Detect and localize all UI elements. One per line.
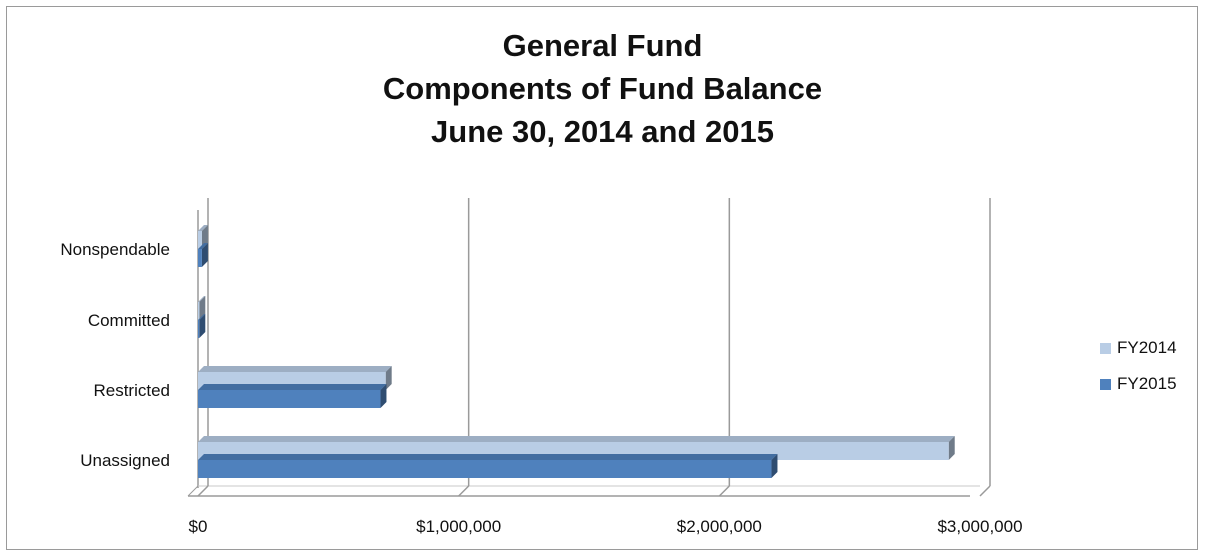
- bar-fy2015-restricted-top: [198, 384, 387, 390]
- bar-fy2014-unassigned-side: [948, 436, 955, 460]
- legend-item-fy2014: FY2014: [1100, 330, 1177, 366]
- bar-fy2015-committed-top: [198, 314, 206, 320]
- bar-fy2015-committed-side: [199, 314, 206, 338]
- tick-label: $1,000,000: [416, 517, 501, 536]
- bar-fy2014-committed-side: [199, 296, 206, 320]
- bar-fy2014-restricted-side: [385, 366, 392, 390]
- bar-fy2014-committed-top: [198, 296, 206, 302]
- chart-title: General Fund Components of Fund Balance …: [0, 24, 1205, 153]
- gridline-floor: [458, 485, 470, 497]
- category-label: Nonspendable: [60, 240, 170, 259]
- bar-fy2014-unassigned-top: [198, 436, 955, 442]
- bar-fy2015-committed: [198, 320, 200, 338]
- bar-fy2015-unassigned: [198, 460, 772, 478]
- legend-item-fy2015: FY2015: [1100, 366, 1177, 402]
- legend: FY2014 FY2015: [1100, 330, 1177, 402]
- bar-fy2014-nonspendable: [198, 231, 202, 249]
- bar-fy2015-restricted-side: [380, 384, 387, 408]
- bar-fy2015-nonspendable: [198, 249, 202, 267]
- gridline-floor: [979, 485, 991, 497]
- category-label: Committed: [88, 311, 170, 330]
- tick-label: $2,000,000: [677, 517, 762, 536]
- bar-fy2015-restricted: [198, 390, 381, 408]
- tick-label: $0: [189, 517, 208, 536]
- category-label: Unassigned: [80, 451, 170, 470]
- floor-left-edge: [187, 485, 199, 497]
- gridline-floor: [197, 485, 209, 497]
- category-labels: Nonspendable Committed Restricted Unassigne…: [60, 240, 170, 470]
- bar-fy2014-nonspendable-top: [198, 225, 208, 231]
- tick-labels: $0 $1,000,000 $2,000,000 $3,000,000: [189, 517, 1023, 536]
- legend-swatch-fy2014: [1100, 342, 1111, 354]
- chart-title-line-2: Components of Fund Balance: [382, 71, 823, 106]
- bar-fy2015-unassigned-side: [771, 454, 778, 478]
- legend-label-fy2014: FY2014: [1117, 338, 1177, 357]
- chart-frame: [6, 6, 1198, 550]
- bar-fy2014-committed: [198, 302, 200, 320]
- category-label: Restricted: [93, 381, 170, 400]
- bar-fy2014-restricted-top: [198, 366, 392, 372]
- legend-swatch-fy2015: [1100, 378, 1111, 390]
- bar-fy2015-nonspendable-side: [201, 243, 208, 267]
- chart-title-line-3: June 30, 2014 and 2015: [431, 114, 774, 149]
- tick-label: $3,000,000: [937, 517, 1022, 536]
- bar-fy2015-nonspendable-top: [198, 243, 208, 249]
- bars: [198, 225, 955, 478]
- gridline-floor: [718, 485, 730, 497]
- chart-title-line-1: General Fund: [502, 28, 703, 63]
- legend-label-fy2015: FY2015: [1117, 374, 1177, 393]
- bar-fy2015-unassigned-top: [198, 454, 778, 460]
